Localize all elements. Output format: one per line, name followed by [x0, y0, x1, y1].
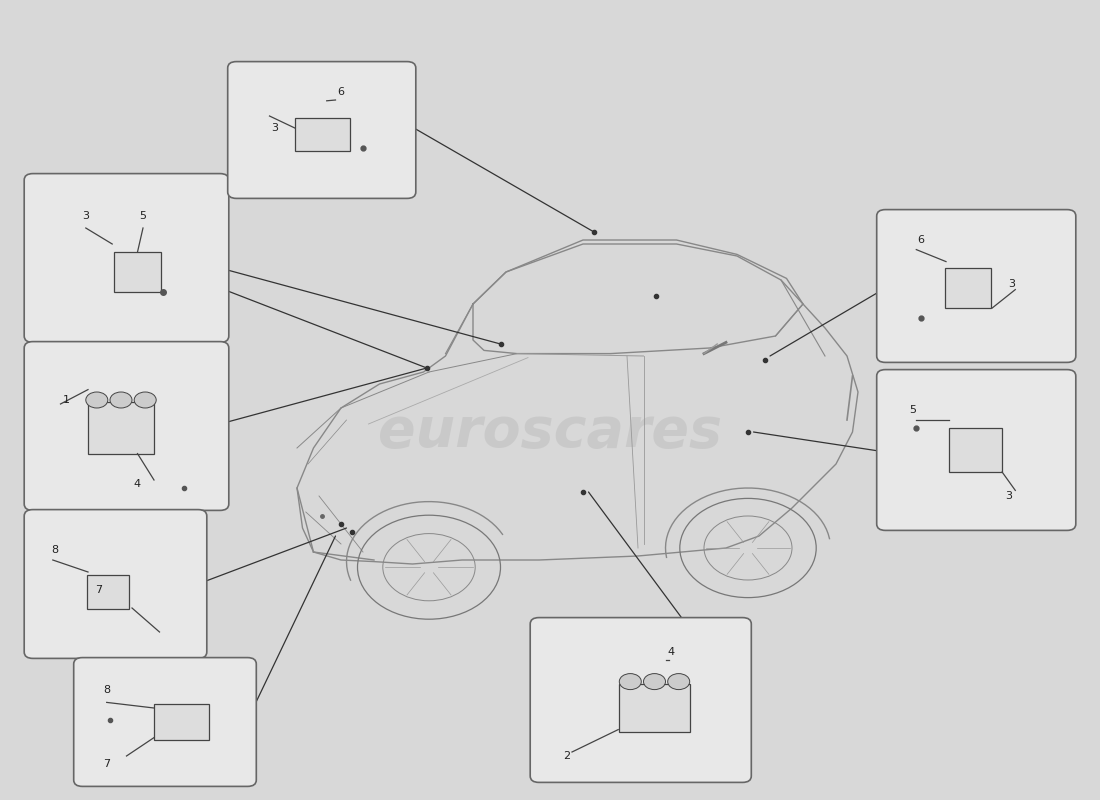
Text: 2: 2: [563, 751, 570, 761]
FancyBboxPatch shape: [74, 658, 256, 786]
Circle shape: [110, 392, 132, 408]
Circle shape: [134, 392, 156, 408]
Text: 1: 1: [63, 395, 69, 405]
Text: 3: 3: [82, 211, 89, 221]
FancyBboxPatch shape: [24, 174, 229, 342]
FancyBboxPatch shape: [24, 342, 229, 510]
Bar: [114, 252, 161, 292]
Circle shape: [668, 674, 690, 690]
Text: 3: 3: [272, 123, 278, 133]
FancyBboxPatch shape: [877, 370, 1076, 530]
Circle shape: [619, 674, 641, 690]
Text: 7: 7: [103, 759, 110, 769]
FancyBboxPatch shape: [24, 510, 207, 658]
Text: 8: 8: [52, 545, 58, 554]
Bar: [295, 118, 350, 151]
Text: 6: 6: [338, 87, 344, 97]
Text: 4: 4: [668, 647, 674, 657]
Text: euroscares: euroscares: [378, 405, 722, 459]
FancyBboxPatch shape: [530, 618, 751, 782]
Bar: [154, 704, 209, 741]
Bar: [618, 684, 691, 732]
Bar: [88, 402, 154, 454]
Bar: [87, 575, 129, 609]
Text: 8: 8: [103, 685, 110, 694]
Text: 6: 6: [917, 235, 924, 245]
Bar: [949, 429, 1002, 472]
Text: 3: 3: [1005, 491, 1012, 501]
Text: 4: 4: [134, 479, 141, 489]
Circle shape: [86, 392, 108, 408]
FancyBboxPatch shape: [877, 210, 1076, 362]
Text: 3: 3: [1009, 279, 1015, 289]
FancyBboxPatch shape: [228, 62, 416, 198]
Circle shape: [644, 674, 666, 690]
Text: 7: 7: [96, 585, 102, 594]
Bar: [945, 268, 991, 308]
Text: 5: 5: [910, 405, 916, 414]
Text: 5: 5: [140, 211, 146, 221]
